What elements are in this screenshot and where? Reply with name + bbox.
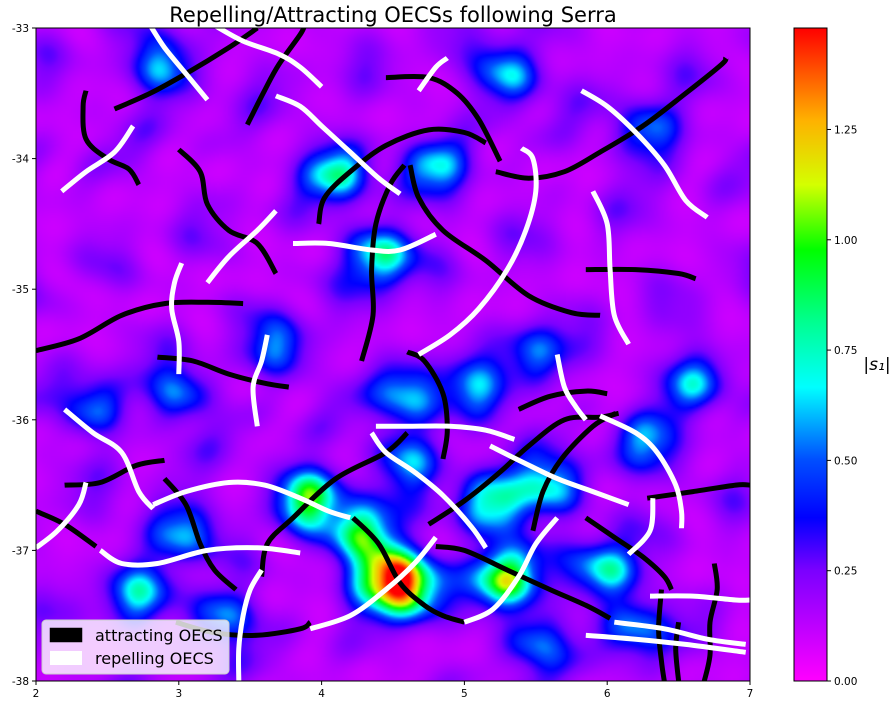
plot-area: [36, 28, 750, 681]
y-tick-label: -33: [12, 23, 29, 35]
x-axis: 2 3 4 5 6 7: [33, 681, 754, 700]
legend-label-attracting: attracting OECS: [95, 626, 223, 645]
x-tick-label: 7: [747, 688, 754, 700]
repelling-oecs-curve-12: [63, 407, 155, 511]
repelling-oecs-curve-15: [152, 479, 351, 521]
attracting-oecs-curve-0: [36, 299, 244, 354]
x-tick-label: 2: [33, 688, 40, 700]
attracting-oecs-curve-10: [316, 126, 487, 225]
y-tick-label: -37: [12, 545, 29, 557]
colorbar-tick-label: 0.75: [834, 345, 857, 357]
repelling-oecs-curve-17: [375, 423, 516, 442]
repelling-oecs-curve-19: [309, 535, 438, 632]
repelling-oecs-curve-22: [554, 353, 588, 422]
repelling-oecs-curve-6: [292, 232, 437, 254]
repelling-oecs-curve-24: [626, 497, 656, 557]
attracting-oecs-curve-21: [435, 544, 612, 621]
legend: attracting OECS repelling OECS: [41, 619, 230, 675]
colorbar-tick-label: 0.00: [834, 676, 857, 688]
attracting-oecs-curve-4: [64, 457, 165, 488]
attracting-oecs-curve-18: [351, 515, 466, 625]
x-tick-label: 4: [318, 688, 325, 700]
repelling-oecs-curve-11: [250, 334, 270, 427]
attracting-oecs-curve-14: [385, 73, 503, 163]
repelling-oecs-curve-13: [36, 481, 89, 550]
legend-swatch-attracting: [49, 627, 83, 643]
legend-swatch-repelling: [50, 651, 82, 665]
attracting-oecs-curve-15: [406, 349, 450, 460]
x-tick-label: 3: [175, 688, 182, 700]
attracting-oecs-curve-27: [673, 621, 682, 681]
colorbar-ticks: 0.00 0.25 0.50 0.75 1.00 1.25: [827, 124, 857, 688]
repelling-oecs-curve-14: [98, 545, 301, 568]
colorbar-tick-label: 0.25: [834, 566, 857, 578]
repelling-oecs-curve-7: [416, 56, 449, 93]
repelling-oecs-series: [36, 28, 750, 681]
x-tick-label: 5: [461, 688, 468, 700]
attracting-oecs-curve-1: [80, 90, 141, 187]
y-tick-label: -36: [12, 415, 29, 427]
repelling-oecs-curve-18: [369, 431, 488, 550]
plot-frame: [35, 27, 751, 682]
repelling-oecs-curve-5: [205, 209, 278, 285]
repelling-oecs-curve-23: [599, 413, 685, 529]
colorbar-label: |s₁|: [863, 355, 890, 375]
x-tick-label: 6: [604, 688, 611, 700]
attracting-oecs-curve-9: [245, 28, 307, 126]
attracting-oecs-curve-16: [495, 56, 729, 181]
y-tick-label: -35: [12, 284, 29, 296]
repelling-oecs-curve-8: [417, 146, 539, 357]
y-tick-label: -38: [12, 676, 29, 688]
repelling-oecs-curve-3: [274, 93, 402, 196]
repelling-oecs-curve-25: [613, 619, 747, 647]
legend-label-repelling: repelling OECS: [95, 649, 214, 668]
legend-box: [41, 619, 230, 675]
attracting-oecs-curve-13: [407, 164, 601, 318]
repelling-oecs-curve-10: [590, 190, 631, 346]
attracting-oecs-curve-25: [701, 563, 720, 681]
y-tick-label: -34: [12, 154, 29, 166]
y-axis: -33 -34 -35 -36 -37 -38: [12, 23, 36, 688]
repelling-oecs-curve-0: [60, 124, 136, 194]
chart-title: Repelling/Attracting OECSs following Ser…: [169, 3, 616, 27]
attracting-oecs-curve-17: [530, 411, 618, 532]
repelling-oecs-curve-26: [585, 632, 747, 655]
attracting-oecs-curve-12: [359, 163, 407, 362]
colorbar-tick-label: 1.00: [834, 235, 857, 247]
repelling-oecs-curve-2: [214, 28, 324, 89]
colorbar-tick-label: 0.50: [834, 455, 857, 467]
repelling-oecs-curve-9: [580, 88, 709, 220]
attracting-oecs-curve-23: [584, 515, 674, 591]
colorbar-bar: [793, 27, 828, 682]
attracting-oecs-curve-26: [656, 589, 667, 681]
colorbar-tick-label: 1.25: [834, 124, 857, 136]
colorbar: 0.00 0.25 0.50 0.75 1.00 1.25 |s₁|: [793, 27, 891, 688]
repelling-oecs-curve-4: [169, 262, 185, 375]
repelling-oecs-curve-27: [649, 593, 750, 603]
repelling-oecs-curve-21: [488, 443, 630, 508]
repelling-oecs-curve-16: [235, 568, 264, 681]
attracting-oecs-curve-24: [646, 482, 750, 501]
attracting-oecs-curve-6: [177, 147, 279, 275]
repelling-oecs-curve-20: [463, 516, 560, 625]
repelling-oecs-curve-1: [148, 28, 210, 102]
